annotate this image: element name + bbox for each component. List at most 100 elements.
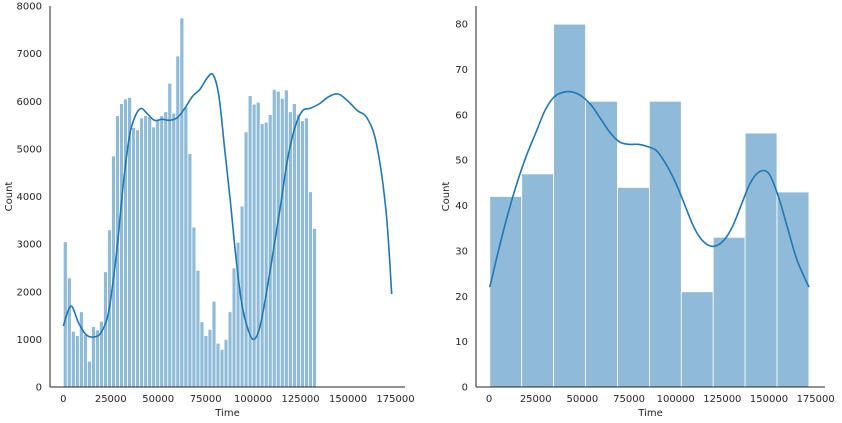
histogram-bar-left <box>139 117 145 388</box>
histogram-bar-right <box>585 100 618 388</box>
y-tick-label-right: 10 <box>455 337 468 348</box>
histogram-bar-left <box>279 97 285 388</box>
histogram-bar-left <box>243 131 249 388</box>
y-tick-label-left: 4000 <box>17 192 42 203</box>
bars-left <box>62 17 317 388</box>
histogram-bar-left <box>223 338 229 388</box>
y-tick-label-right: 70 <box>455 65 468 76</box>
histogram-bar-left <box>87 360 92 388</box>
y-tick-label-left: 1000 <box>17 335 42 346</box>
x-tick-label-left: 25000 <box>95 394 127 405</box>
x-ticks-left: 0 25000 50000 75000 100000 125000 150000 175000 <box>60 394 415 405</box>
histogram-bar-left <box>199 321 205 388</box>
histogram-bar-left <box>195 269 201 388</box>
histogram-bar-left <box>275 90 281 388</box>
histogram-bar-left <box>291 103 297 388</box>
histogram-bar-left <box>175 55 181 388</box>
histogram-bar-left <box>171 112 177 388</box>
x-tick-label-right: 75000 <box>613 394 645 405</box>
kde-curve-right <box>489 90 810 288</box>
x-tick-label-right: 175000 <box>797 394 835 405</box>
histogram-bar-left <box>304 117 309 388</box>
histogram-chart-left: 0 25000 50000 75000 100000 125000 150000 175000… <box>4 2 415 420</box>
histogram-bar-left <box>131 127 137 388</box>
y-tick-label-right: 50 <box>455 156 468 167</box>
histogram-bar-right <box>712 236 746 388</box>
histogram-bar-left <box>123 98 128 388</box>
histogram-bar-right <box>648 100 682 388</box>
x-tick-label-right: 50000 <box>566 394 598 405</box>
x-tick-label-right: 100000 <box>657 394 695 405</box>
y-tick-label-right: 30 <box>455 246 468 257</box>
histogram-bar-left <box>74 335 80 388</box>
y-tick-label-left: 7000 <box>17 49 42 60</box>
histogram-bar-left <box>191 226 197 388</box>
histogram-bar-left <box>167 82 173 388</box>
histogram-bar-left <box>259 123 265 388</box>
histogram-bar-left <box>295 113 301 388</box>
histogram-bar-left <box>66 277 72 388</box>
histogram-bar-left <box>151 126 157 388</box>
histogram-bar-left <box>312 228 317 388</box>
y-tick-label-right: 80 <box>455 20 468 31</box>
x-tick-label-right: 125000 <box>703 394 741 405</box>
histogram-bar-left <box>163 111 169 388</box>
x-tick-label-left: 100000 <box>234 394 272 405</box>
x-tick-label-right: 25000 <box>520 394 552 405</box>
histogram-bar-left <box>219 348 225 388</box>
histogram-bar-left <box>103 271 108 388</box>
x-tick-label-left: 50000 <box>142 394 174 405</box>
histogram-bar-left <box>147 116 153 388</box>
histogram-bar-left <box>231 267 237 388</box>
histogram-bar-left <box>283 89 289 388</box>
histogram-bar-left <box>95 329 100 388</box>
y-ticks-left: 0 1000 2000 3000 4000 5000 6000 7000 8000 <box>17 2 42 394</box>
y-tick-label-left: 6000 <box>17 97 42 108</box>
histogram-bar-left <box>211 300 217 388</box>
histogram-bar-left <box>247 95 253 388</box>
histogram-chart-right: 0 25000 50000 75000 100000 125000 150000 175000… <box>441 6 835 419</box>
histogram-bar-right <box>521 173 555 388</box>
histogram-bar-left <box>70 330 76 388</box>
histogram-bar-left <box>255 101 261 388</box>
histogram-bar-left <box>91 326 96 388</box>
x-axis-title-right: Time <box>637 408 662 419</box>
histogram-bar-left <box>251 103 257 388</box>
x-tick-label-left: 0 <box>60 394 66 405</box>
histogram-bar-left <box>183 106 189 388</box>
y-tick-label-left: 8000 <box>17 2 42 13</box>
histogram-bar-left <box>308 191 313 388</box>
histogram-bar-left <box>203 335 209 388</box>
x-tick-label-left: 175000 <box>376 394 414 405</box>
x-tick-label-left: 75000 <box>190 394 222 405</box>
histogram-bar-left <box>187 153 193 388</box>
kde-curve-left <box>62 72 393 341</box>
x-tick-label-right: 0 <box>486 394 492 405</box>
histogram-bar-right <box>553 23 586 388</box>
histogram-bar-left <box>207 328 213 388</box>
y-tick-label-right: 60 <box>455 110 468 121</box>
histogram-bar-left <box>78 311 84 388</box>
y-tick-label-right: 0 <box>462 383 468 394</box>
histogram-bar-right <box>776 191 810 388</box>
histogram-bar-right <box>744 132 778 388</box>
histogram-bar-right <box>489 196 523 388</box>
y-ticks-right: 0 10 20 30 40 50 60 70 80 <box>455 20 468 394</box>
histogram-bar-left <box>82 334 88 388</box>
x-tick-label-right: 150000 <box>750 394 788 405</box>
x-axis-title-left: Time <box>214 408 239 419</box>
histogram-bar-left <box>267 114 273 388</box>
y-tick-label-left: 3000 <box>17 240 42 251</box>
x-ticks-right: 0 25000 50000 75000 100000 125000 150000 175000 <box>486 394 835 405</box>
histogram-bar-left <box>179 17 185 388</box>
histogram-bar-left <box>300 120 305 388</box>
histogram-bar-left <box>119 103 124 388</box>
histogram-bar-left <box>159 115 165 388</box>
bars-right <box>489 23 810 388</box>
y-tick-label-right: 40 <box>455 201 468 212</box>
histogram-bar-left <box>215 342 221 388</box>
x-tick-label-left: 150000 <box>329 394 367 405</box>
y-tick-label-right: 20 <box>455 292 468 303</box>
histogram-bar-left <box>155 118 161 388</box>
